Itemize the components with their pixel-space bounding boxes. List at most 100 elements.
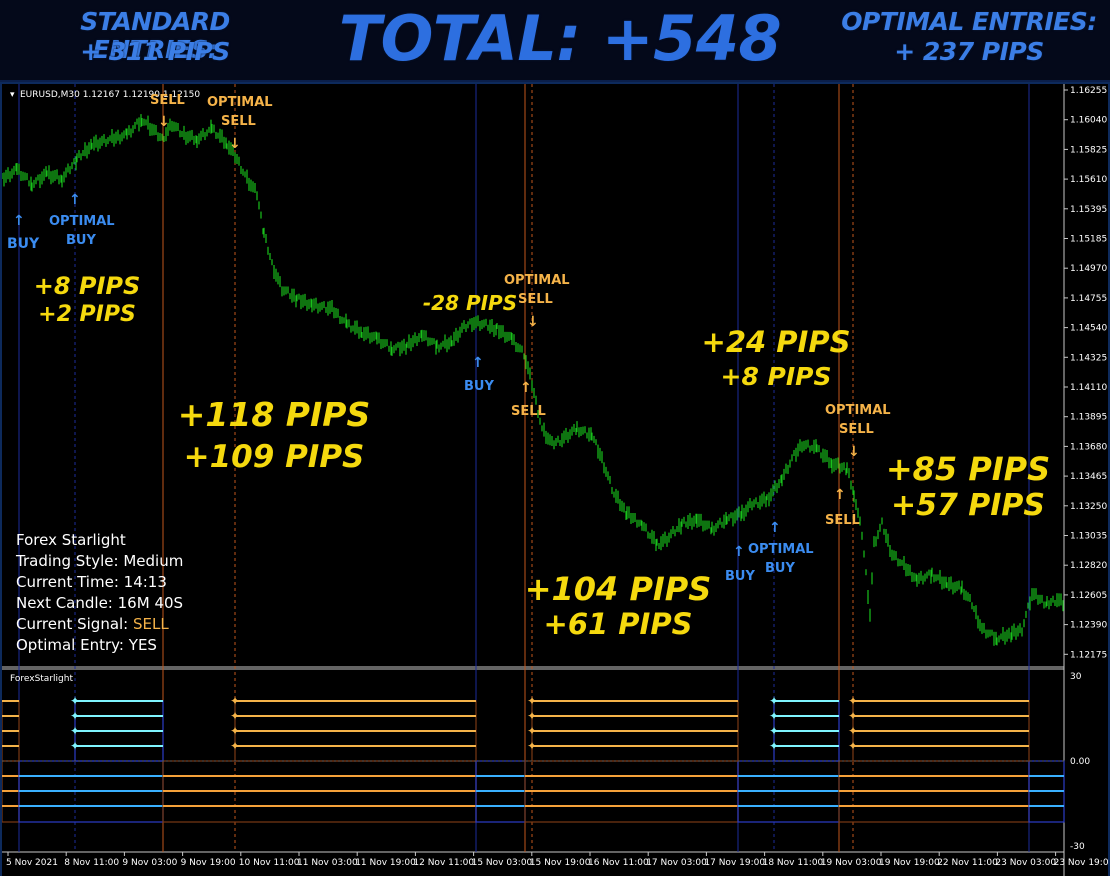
signal-markers: ↑ BUY ↑ OPTIMAL BUY SELL ↓ OPTIMAL SELL … bbox=[7, 93, 891, 584]
arrow-up-icon: ↑ bbox=[733, 544, 745, 560]
signal-label-2: BUY bbox=[66, 233, 96, 248]
info-current-time: Current Time: 14:13 bbox=[16, 573, 167, 591]
price-label: 1.14325 bbox=[1070, 353, 1107, 363]
pips-trade-2-optimal: +109 PIPS bbox=[184, 439, 365, 475]
info-next-candle-label: Next Candle: bbox=[16, 594, 113, 612]
star-icon: ✦ bbox=[230, 724, 240, 738]
time-label: 11 Nov 03:00 bbox=[297, 858, 358, 868]
info-optimal-entry-label: Optimal Entry: bbox=[16, 636, 124, 654]
time-label: 23 Nov 19:00 bbox=[1054, 858, 1108, 868]
signal-label-2: BUY bbox=[765, 561, 795, 576]
price-label: 1.14970 bbox=[1070, 264, 1107, 274]
star-icon: ✦ bbox=[848, 694, 858, 708]
star-icon: ✦ bbox=[70, 739, 80, 753]
signal-label: SELL bbox=[825, 513, 860, 528]
signal-label: OPTIMAL bbox=[207, 95, 273, 110]
pips-trade-2-standard: +118 PIPS bbox=[178, 395, 370, 434]
indicator-axis-zero: 0.00 bbox=[1070, 757, 1090, 767]
signal-label: BUY bbox=[7, 236, 40, 252]
symbol-info: EURUSD,M30 1.12167 1.12190 1.12150 bbox=[20, 90, 200, 100]
star-icon: ✦ bbox=[230, 739, 240, 753]
optimal-sell-signal-1: OPTIMAL SELL ↓ bbox=[207, 95, 273, 152]
indicator-axis-bottom: -30 bbox=[1070, 842, 1085, 852]
info-current-signal-label: Current Signal: bbox=[16, 615, 128, 633]
star-icon: ✦ bbox=[70, 724, 80, 738]
price-label: 1.13035 bbox=[1070, 532, 1107, 542]
optimal-entries-value: + 237 PIPS bbox=[894, 37, 1044, 66]
star-icon: ✦ bbox=[70, 709, 80, 723]
indicator-panel: ✦✦✦✦✦✦✦✦✦✦✦✦✦✦✦✦✦✦✦✦ bbox=[2, 694, 1065, 823]
time-label: 16 Nov 11:00 bbox=[588, 858, 649, 868]
pips-trade-5-standard: +104 PIPS bbox=[525, 570, 712, 608]
signal-label: OPTIMAL bbox=[49, 214, 115, 229]
time-label: 8 Nov 11:00 bbox=[64, 858, 119, 868]
price-label: 1.13680 bbox=[1070, 442, 1107, 452]
signal-label: SELL bbox=[150, 93, 185, 108]
star-icon: ✦ bbox=[527, 739, 537, 753]
results-banner: STANDARD ENTRIES: + 311 PIPS TOTAL: +548… bbox=[0, 0, 1110, 149]
info-panel: Forex Starlight Trading Style: Medium Cu… bbox=[15, 531, 183, 654]
info-trading-style-value: Medium bbox=[123, 552, 183, 570]
info-next-candle: Next Candle: 16M 40S bbox=[16, 594, 183, 612]
star-icon: ✦ bbox=[70, 694, 80, 708]
price-label: 1.16255 bbox=[1070, 86, 1107, 96]
pips-trade-1-standard: +8 PIPS bbox=[34, 272, 141, 300]
time-label: 23 Nov 03:00 bbox=[995, 858, 1056, 868]
arrow-up-icon: ↑ bbox=[13, 213, 25, 229]
time-label: 5 Nov 2021 bbox=[6, 858, 58, 868]
price-label: 1.12605 bbox=[1070, 591, 1107, 601]
buy-signal-2: ↑ BUY bbox=[464, 355, 494, 394]
indicator-name: ForexStarlight bbox=[10, 674, 73, 684]
chart-collapse-icon[interactable]: ▾ bbox=[10, 90, 15, 100]
arrow-down-icon: ↓ bbox=[158, 114, 170, 130]
arrow-up-icon: ↑ bbox=[834, 487, 846, 503]
price-axis[interactable]: 1.16255 1.16040 1.15825 1.15610 1.15395 1.151… bbox=[1064, 86, 1107, 660]
star-icon: ✦ bbox=[769, 694, 779, 708]
star-icon: ✦ bbox=[527, 724, 537, 738]
pips-trade-1-optimal: +2 PIPS bbox=[38, 302, 136, 327]
time-label: 17 Nov 19:00 bbox=[704, 858, 765, 868]
info-next-candle-value: 16M 40S bbox=[118, 594, 183, 612]
star-icon: ✦ bbox=[230, 709, 240, 723]
price-label: 1.12390 bbox=[1070, 621, 1107, 631]
price-label: 1.13465 bbox=[1070, 472, 1107, 482]
optimal-sell-signal-2: OPTIMAL SELL ↓ bbox=[504, 273, 570, 330]
star-icon: ✦ bbox=[230, 694, 240, 708]
indicator-axis-top: 30 bbox=[1070, 672, 1082, 682]
pips-annotations: +8 PIPS +2 PIPS +118 PIPS +109 PIPS -28 … bbox=[34, 272, 1050, 641]
standard-entries-value: + 311 PIPS bbox=[80, 37, 230, 66]
price-chart[interactable]: ▾ EURUSD,M30 1.12167 1.12190 1.12150 1.1… bbox=[2, 84, 1108, 876]
time-label: 10 Nov 11:00 bbox=[239, 858, 300, 868]
star-icon: ✦ bbox=[769, 724, 779, 738]
pips-trade-6-standard: +85 PIPS bbox=[886, 450, 1050, 488]
star-icon: ✦ bbox=[769, 739, 779, 753]
info-current-time-value: 14:13 bbox=[124, 573, 167, 591]
optimal-buy-signal-3: ↑ OPTIMAL BUY bbox=[748, 520, 814, 576]
pips-trade-4-standard: +24 PIPS bbox=[702, 325, 851, 359]
time-label: 15 Nov 19:00 bbox=[530, 858, 591, 868]
info-trading-style-label: Trading Style: bbox=[15, 552, 119, 570]
price-label: 1.15610 bbox=[1070, 175, 1107, 185]
price-label: 1.12175 bbox=[1070, 650, 1107, 660]
signal-label: OPTIMAL bbox=[825, 403, 891, 418]
pips-trade-5-optimal: +61 PIPS bbox=[544, 607, 693, 641]
buy-signal-1: ↑ BUY bbox=[7, 213, 40, 252]
chart-window[interactable]: ▾ EURUSD,M30 1.12167 1.12190 1.12150 1.1… bbox=[0, 82, 1110, 876]
standard-entries-title: STANDARD ENTRIES: bbox=[80, 7, 230, 64]
time-label: 19 Nov 19:00 bbox=[879, 858, 940, 868]
price-label: 1.15825 bbox=[1070, 145, 1107, 155]
signal-label-2: SELL bbox=[839, 422, 874, 437]
info-current-time-label: Current Time: bbox=[16, 573, 119, 591]
time-label: 9 Nov 03:00 bbox=[122, 858, 177, 868]
time-label: 22 Nov 11:00 bbox=[937, 858, 998, 868]
price-label: 1.14110 bbox=[1070, 383, 1107, 393]
info-title: Forex Starlight bbox=[16, 531, 126, 549]
star-icon: ✦ bbox=[769, 709, 779, 723]
time-label: 18 Nov 11:00 bbox=[763, 858, 824, 868]
signal-label: SELL bbox=[511, 404, 546, 419]
arrow-down-icon: ↓ bbox=[848, 444, 860, 460]
time-axis[interactable]: 5 Nov 2021 8 Nov 11:00 9 Nov 03:00 9 Nov 19… bbox=[6, 852, 1108, 868]
sell-signal-2: ↑ SELL bbox=[511, 380, 546, 419]
indicator-axis: 30 0.00 -30 bbox=[1070, 672, 1090, 852]
signal-label: OPTIMAL bbox=[504, 273, 570, 288]
